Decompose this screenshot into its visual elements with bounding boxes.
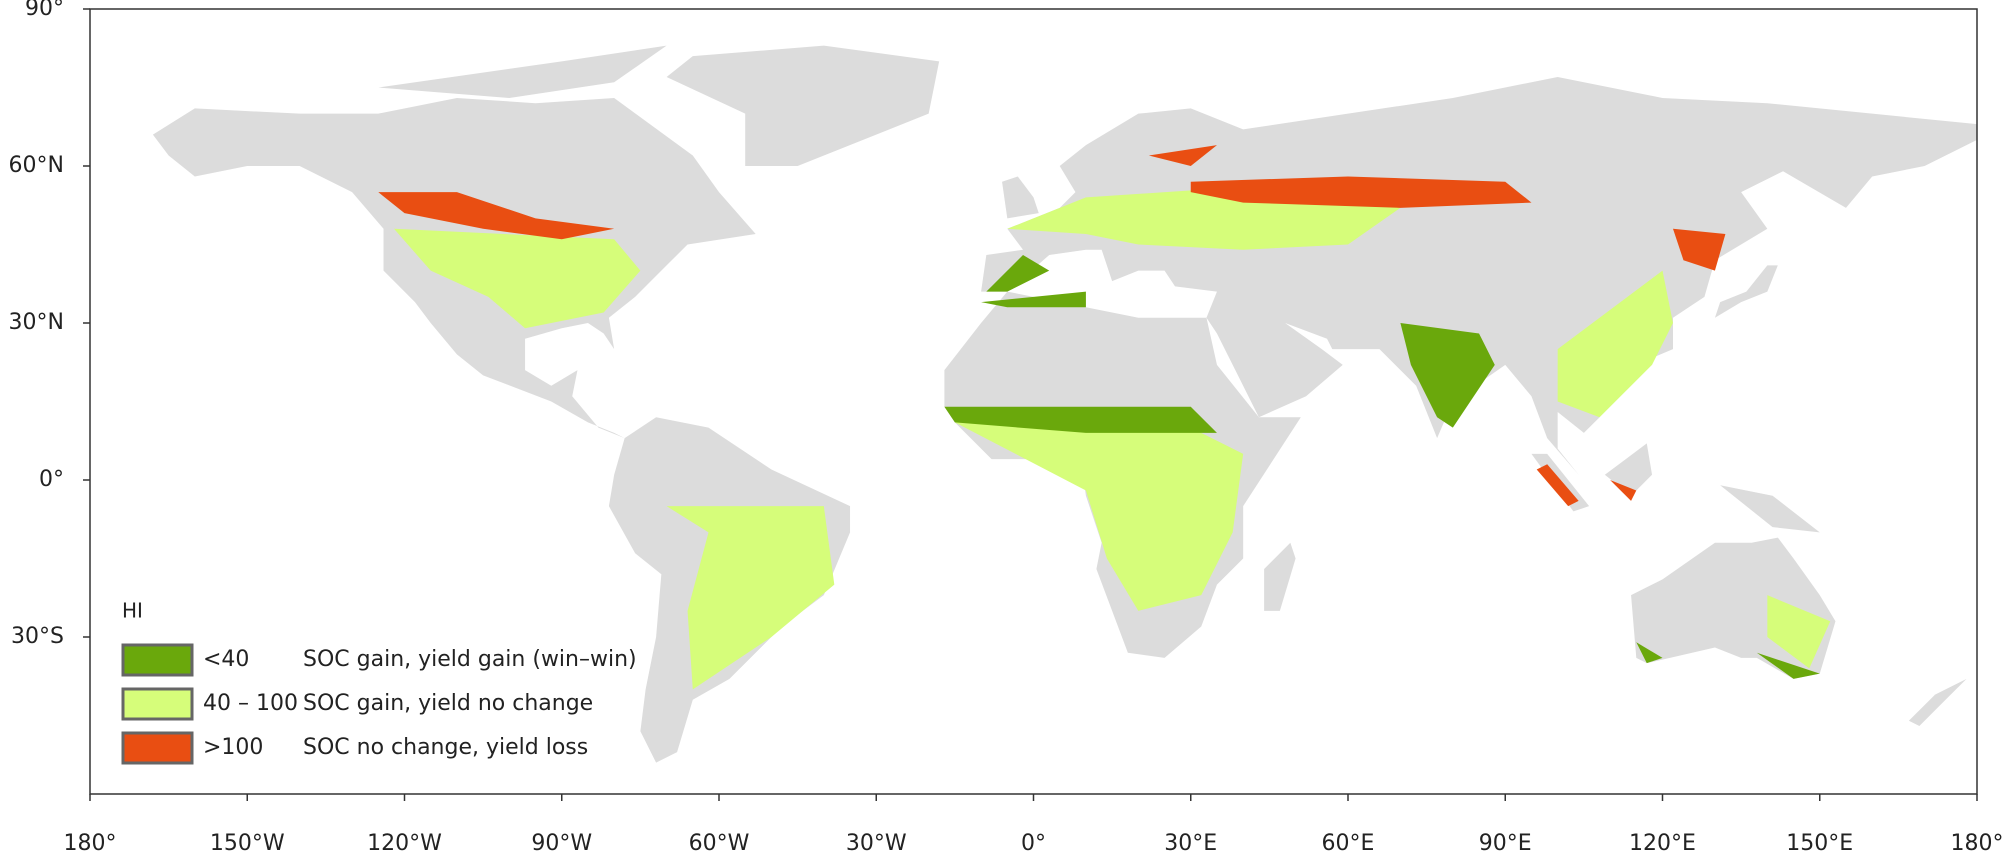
y-tick-label: 30°N	[9, 310, 64, 335]
zone-over-100	[378, 145, 1726, 507]
zone-patch	[1756, 652, 1820, 679]
japan	[1714, 265, 1778, 318]
y-tick-label: 90°	[25, 0, 64, 21]
y-tick-label: 60°N	[9, 153, 64, 178]
britain	[1002, 176, 1039, 219]
zone-patch	[981, 291, 1086, 308]
zone-patch	[954, 422, 1244, 611]
legend-label: SOC gain, yield no change	[303, 691, 593, 716]
greenland	[666, 45, 940, 167]
legend-swatch	[121, 687, 194, 721]
legend-swatch	[121, 643, 194, 677]
zone-under-40	[944, 254, 1820, 679]
antarctic-islands	[378, 45, 667, 98]
madagascar	[1264, 542, 1296, 611]
zone-patch	[1557, 270, 1673, 418]
legend-range: 40 – 100	[203, 691, 298, 716]
legend-swatch	[121, 731, 194, 765]
legend-range: <40	[203, 647, 249, 672]
zone-patch	[986, 254, 1050, 292]
x-tick-label: 60°W	[689, 831, 750, 853]
zone-patch	[1672, 228, 1726, 271]
zone-patch	[1610, 480, 1637, 501]
borneo	[1604, 443, 1653, 496]
legend-range: >100	[203, 735, 263, 760]
legend-label: SOC gain, yield gain (win–win)	[303, 647, 637, 672]
zone-patch	[1148, 145, 1217, 167]
x-tick-label: 30°E	[1164, 831, 1217, 853]
new-guinea	[1720, 485, 1820, 533]
zone-patch	[1767, 595, 1831, 669]
zone-40-100	[394, 186, 1831, 690]
zone-patch	[1400, 323, 1495, 428]
zone-patch	[1190, 176, 1532, 208]
zone-patch	[1636, 642, 1663, 664]
x-tick-label: 90°E	[1479, 831, 1532, 853]
eurasia	[981, 77, 1978, 475]
zone-patch	[378, 192, 615, 240]
legend-label: SOC no change, yield loss	[303, 735, 588, 760]
zone-patch	[1536, 464, 1579, 507]
x-tick-label: 120°W	[367, 831, 442, 853]
x-tick-label: 0°	[1021, 831, 1046, 853]
y-tick-label: 0°	[39, 467, 64, 492]
x-tick-label: 150°W	[210, 831, 285, 853]
zone-patch	[666, 506, 835, 690]
zone-patch	[944, 406, 1217, 433]
axes: 180° 150°W 120°W 90°W 60°W 30°W 0° 30°E 60°E 90°E…	[9, 0, 2004, 853]
x-tick-label: 60°E	[1322, 831, 1375, 853]
x-tick-label: 90°W	[531, 831, 592, 853]
x-tick-label: 150°E	[1786, 831, 1853, 853]
x-tick-label: 120°E	[1629, 831, 1696, 853]
y-tick-label: 30°S	[11, 624, 64, 649]
x-tick-label: 30°W	[846, 831, 907, 853]
x-tick-label: 180°	[64, 831, 117, 853]
legend-title: HI	[122, 599, 143, 623]
land	[152, 45, 1978, 763]
new-zealand	[1908, 678, 1967, 726]
x-tick-label: 180°	[1951, 831, 2004, 853]
legend: HI <40 SOC gain, yield gain (win–win)40 – …	[121, 599, 637, 765]
zone-patch	[394, 228, 641, 329]
